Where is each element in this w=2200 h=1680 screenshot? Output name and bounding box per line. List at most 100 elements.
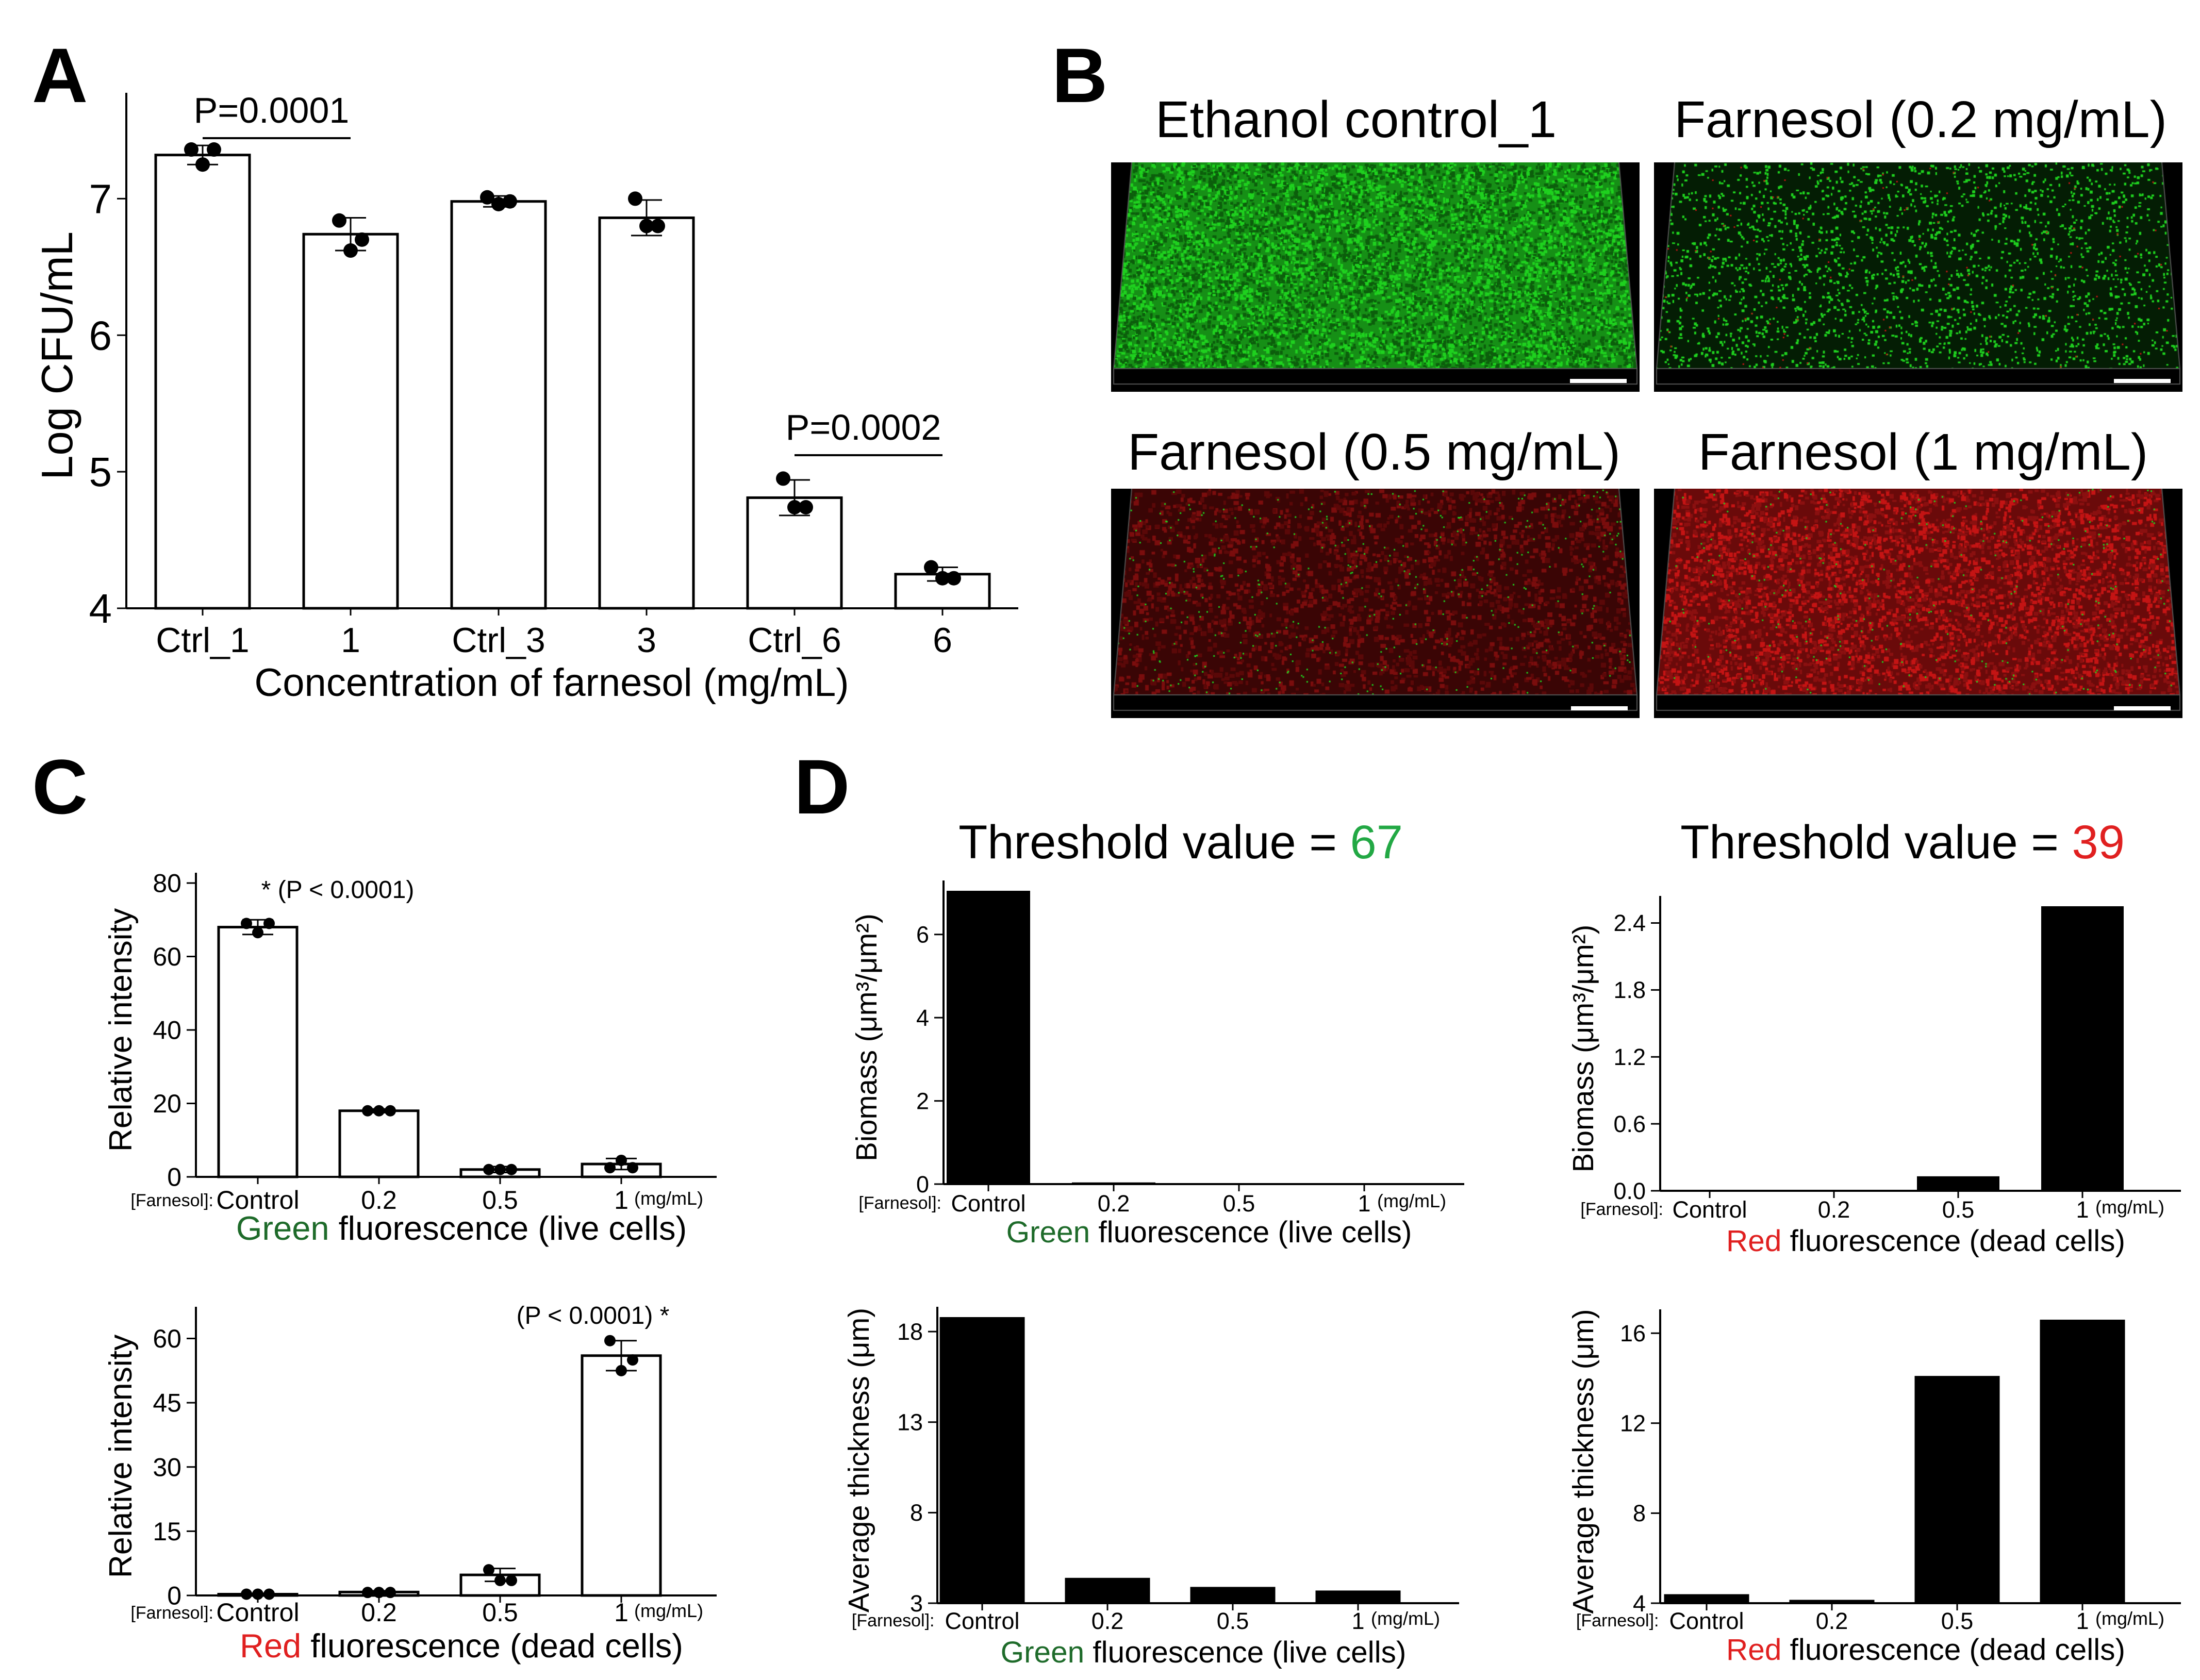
D-red-thickness-y-tick-label: 12 xyxy=(1620,1410,1646,1437)
A-data-point xyxy=(924,560,938,575)
D-red-biomass-x-axis-label-color-word: Red xyxy=(1726,1224,1781,1258)
C-red-data-point xyxy=(627,1354,638,1366)
C-red-y-tick-label: 15 xyxy=(153,1517,181,1546)
C-red-x-axis-label: Red fluorescence (dead cells) xyxy=(240,1627,683,1665)
A-y-tick-label: 5 xyxy=(89,449,112,495)
D-red-thickness-y-tick-label: 4 xyxy=(1633,1590,1646,1617)
D-red-biomass-y-tick-label: 0.6 xyxy=(1613,1111,1646,1137)
C-red-farnesol-prefix: [Farnesol]: xyxy=(130,1603,213,1623)
C-green-y-axis-label: Relative intensity xyxy=(103,908,139,1152)
D-red-biomass-category-label: Control xyxy=(1672,1196,1747,1223)
D-red-biomass-y-tick-label: 2.4 xyxy=(1613,910,1646,936)
C-red-data-point xyxy=(362,1587,373,1599)
C-red-data-point xyxy=(252,1588,263,1600)
D-red-thickness-y-tick-label: 16 xyxy=(1620,1320,1646,1346)
D-red-biomass-bar xyxy=(1917,1176,1999,1191)
D-green-biomass-y-tick-label: 6 xyxy=(916,921,929,947)
C-green-category-label: 0.2 xyxy=(361,1186,397,1215)
micro-title-farnesol-1: Farnesol (1 mg/mL) xyxy=(1698,423,2148,481)
C-green-y-tick-label: 0 xyxy=(167,1163,181,1192)
D-red-thickness-y-tick-label: 8 xyxy=(1633,1500,1646,1526)
D-green-biomass-category-label: Control xyxy=(951,1190,1025,1217)
micro-title-ethanol-control: Ethanol control_1 xyxy=(1155,91,1557,148)
C-green-y-tick-label: 60 xyxy=(153,942,181,971)
A-p-value-label: P=0.0002 xyxy=(786,407,941,447)
D-red-biomass-y-tick-label: 0.0 xyxy=(1613,1178,1646,1204)
D-green-thickness-category-label: 1 xyxy=(1351,1608,1364,1634)
C-green-data-point xyxy=(604,1162,616,1174)
A-data-point xyxy=(480,190,494,205)
scale-bar xyxy=(1570,379,1627,383)
C-green-category-label: 1 xyxy=(614,1186,628,1215)
C-green-unit-label: (mg/mL) xyxy=(634,1188,703,1209)
C-red-data-point xyxy=(263,1588,275,1600)
D-green-thickness-category-label: 0.2 xyxy=(1091,1608,1124,1634)
A-data-point xyxy=(491,197,506,211)
A-data-point xyxy=(935,571,950,586)
C-red-data-point xyxy=(506,1574,517,1586)
D-red-thickness-category-label: 0.5 xyxy=(1941,1608,1974,1634)
D-green-biomass-y-tick-label: 2 xyxy=(916,1088,929,1114)
C-green-data-point xyxy=(263,918,275,929)
D-red-biomass-x-axis-label-rest: fluorescence (dead cells) xyxy=(1781,1224,2125,1258)
C-red-category-label: 0.2 xyxy=(361,1598,397,1627)
C-red-y-tick-label: 30 xyxy=(153,1453,181,1482)
panel-letter-c: C xyxy=(32,743,88,830)
D-green-biomass-bar xyxy=(1072,1182,1155,1184)
scale-bar xyxy=(1571,706,1628,710)
C-green-data-point xyxy=(494,1163,506,1175)
C-green-data-point xyxy=(483,1163,494,1175)
D-red-thickness-x-axis-label: Red fluorescence (dead cells) xyxy=(1726,1633,2125,1667)
D-red-thickness-x-axis-label-color-word: Red xyxy=(1726,1633,1781,1667)
D-green-biomass-category-label: 0.2 xyxy=(1098,1190,1130,1217)
D-red-biomass-threshold-title: Threshold value = 39 xyxy=(1680,816,2125,869)
A-bar xyxy=(302,232,399,610)
A-category-label: Ctrl_3 xyxy=(452,621,545,660)
A-data-point xyxy=(787,500,802,514)
A-data-point xyxy=(343,243,358,258)
A-y-tick-label: 7 xyxy=(89,176,112,222)
C-red-unit-label: (mg/mL) xyxy=(634,1600,703,1621)
D-green-thickness-bar xyxy=(1315,1590,1401,1603)
C-green-x-axis-label-rest: fluorescence (live cells) xyxy=(329,1209,687,1247)
D-red-biomass-category-label: 0.5 xyxy=(1942,1196,1975,1223)
A-bar xyxy=(154,154,251,610)
D-red-biomass-y-tick-label: 1.8 xyxy=(1613,977,1646,1003)
D-green-thickness-unit-label: (mg/mL) xyxy=(1371,1608,1440,1629)
C-green-farnesol-prefix: [Farnesol]: xyxy=(130,1191,213,1210)
D-green-thickness-farnesol-prefix: [Farnesol]: xyxy=(852,1611,935,1631)
A-data-point xyxy=(503,194,517,209)
D-red-thickness-category-label: Control xyxy=(1669,1608,1744,1634)
A-data-point xyxy=(628,191,642,206)
D-green-biomass-threshold-title: Threshold value = 67 xyxy=(958,816,1403,869)
D-red-thickness-bar xyxy=(1664,1594,1749,1603)
A-category-label: Ctrl_6 xyxy=(748,621,841,660)
D-green-biomass-x-axis-label-rest: fluorescence (live cells) xyxy=(1090,1216,1412,1249)
C-green-category-label: Control xyxy=(216,1186,299,1215)
D-red-biomass-x-axis-label: Red fluorescence (dead cells) xyxy=(1726,1224,2125,1258)
panel-letter-b: B xyxy=(1052,32,1108,119)
D-green-biomass-x-axis-label: Green fluorescence (live cells) xyxy=(1006,1216,1412,1249)
D-green-biomass-y-axis-label: Biomass (μm³/μm²) xyxy=(850,913,883,1161)
C-red-x-axis-label-color-word: Red xyxy=(240,1627,301,1665)
D-green-thickness-y-tick-label: 13 xyxy=(897,1409,923,1435)
A-category-label: 1 xyxy=(341,621,360,660)
D-red-thickness-y-axis-label: Average thickness (μm) xyxy=(1567,1309,1599,1614)
A-data-point xyxy=(195,157,210,172)
A-x-axis-label: Concentration of farnesol (mg/mL) xyxy=(254,661,849,705)
A-p-value-label: P=0.0001 xyxy=(194,90,350,130)
panel-letter-a: A xyxy=(32,32,88,119)
C-green-x-axis-label-color-word: Green xyxy=(236,1209,329,1247)
D-green-thickness-category-label: 0.5 xyxy=(1217,1608,1249,1634)
A-bar xyxy=(450,200,547,610)
C-red-data-point xyxy=(385,1587,396,1599)
D-red-thickness-bar xyxy=(1789,1600,1875,1603)
micro-image-farnesol-1 xyxy=(1654,489,2182,718)
D-red-biomass-farnesol-prefix: [Farnesol]: xyxy=(1580,1200,1663,1219)
C-red-bar xyxy=(581,1354,662,1597)
A-data-point xyxy=(947,571,961,586)
D-green-thickness-x-axis-label-rest: fluorescence (live cells) xyxy=(1084,1636,1406,1669)
D-green-thickness-bar xyxy=(1065,1577,1150,1603)
micro-image-farnesol-05 xyxy=(1111,489,1640,718)
